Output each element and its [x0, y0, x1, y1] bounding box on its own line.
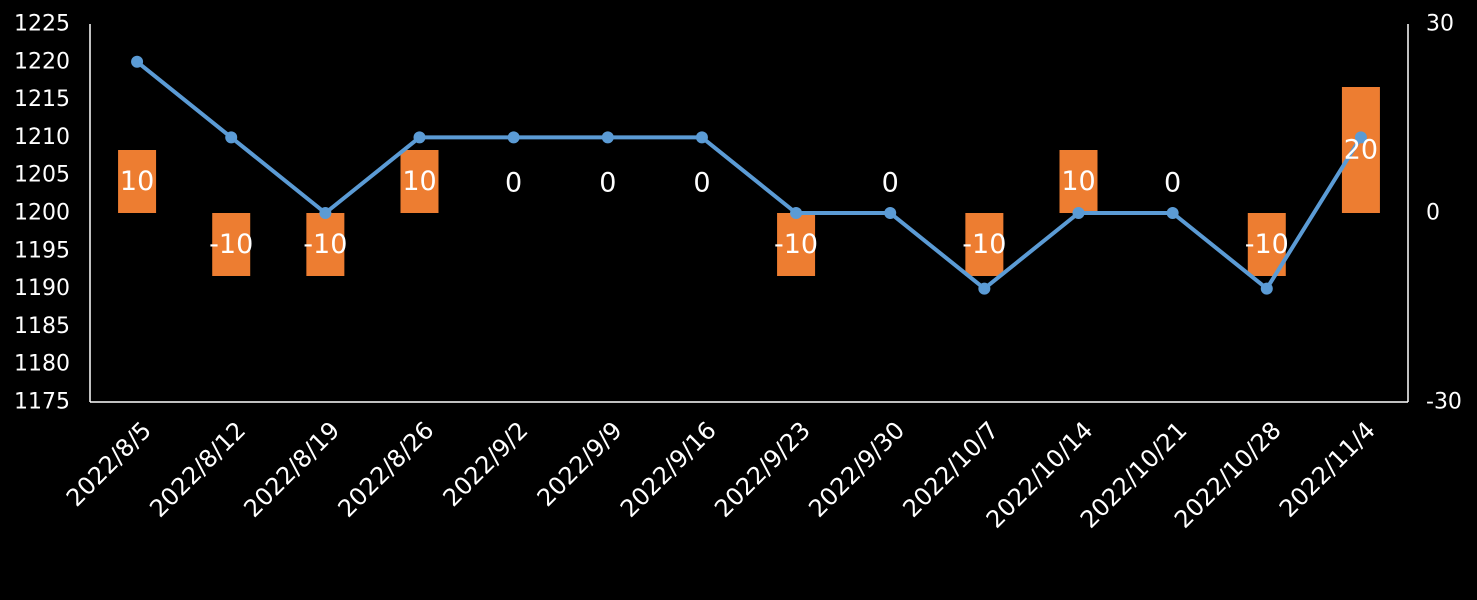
data-label: 10 — [120, 166, 154, 197]
data-label: 20 — [1344, 135, 1378, 166]
line-point — [319, 207, 332, 219]
line-point — [601, 131, 614, 144]
data-label: -10 — [209, 229, 253, 260]
y-tick-label-right: 30 — [1426, 12, 1454, 37]
data-label: 10 — [402, 166, 436, 197]
y-tick-label-left: 1205 — [14, 163, 70, 188]
y-tick-label-left: 1180 — [14, 352, 70, 377]
bar — [777, 213, 816, 276]
data-label: 0 — [693, 168, 710, 199]
series-line — [135, 59, 1363, 291]
line-point — [978, 282, 991, 295]
data-label: 0 — [882, 168, 899, 199]
y-tick-label-left: 1175 — [14, 390, 70, 415]
x-tick-label: 2022/9/9 — [532, 416, 628, 512]
y-tick-label-right: -30 — [1426, 390, 1462, 415]
data-label: -10 — [1245, 229, 1289, 260]
axes — [89, 24, 1409, 403]
x-tick-label: 2022/8/26 — [333, 416, 440, 523]
x-ticks: 2022/8/52022/8/122022/8/192022/8/262022/… — [61, 416, 1381, 534]
x-tick-label: 2022/8/5 — [61, 416, 157, 512]
line-point — [1166, 207, 1179, 219]
y-tick-label-left: 1210 — [14, 125, 70, 150]
line-point — [131, 55, 144, 68]
bar — [400, 150, 439, 213]
bar — [306, 213, 345, 276]
line-point — [1260, 282, 1273, 295]
x-tick-label: 2022/9/23 — [709, 416, 816, 523]
data-labels: 10 -10 -10 10 0 0 0 -10 0 -10 10 0 -10 20 — [120, 135, 1378, 261]
x-tick-label: 2022/11/4 — [1274, 416, 1381, 523]
y-tick-label-right: 0 — [1426, 201, 1440, 226]
bar — [1059, 150, 1098, 213]
y-tick-label-left: 1200 — [14, 201, 70, 226]
x-tick-label: 2022/9/2 — [438, 416, 534, 512]
y-tick-label-left: 1195 — [14, 238, 70, 263]
x-tick-label: 2022/8/12 — [144, 416, 251, 523]
data-label: -10 — [774, 229, 818, 260]
data-label: 0 — [505, 168, 522, 199]
y-tick-label-left: 1185 — [14, 314, 70, 339]
bar-series — [118, 87, 1380, 276]
bar — [965, 213, 1004, 276]
data-label: 0 — [599, 168, 616, 199]
x-tick-label: 2022/8/19 — [238, 416, 345, 523]
data-label: 0 — [1164, 168, 1181, 199]
line-point — [1072, 207, 1085, 219]
line-point — [413, 131, 426, 144]
line-point — [884, 207, 897, 219]
bar — [118, 150, 157, 213]
data-label: -10 — [303, 229, 347, 260]
right-y-ticks: 30 0 -30 — [1426, 12, 1462, 415]
line-point — [1354, 131, 1367, 144]
line-point — [790, 207, 803, 219]
data-label: -10 — [962, 229, 1006, 260]
y-tick-label-left: 1190 — [14, 276, 70, 301]
bar — [212, 213, 251, 276]
line-point — [507, 131, 520, 144]
y-tick-label-left: 1215 — [14, 87, 70, 112]
data-label: 10 — [1061, 166, 1095, 197]
y-tick-label-left: 1220 — [14, 49, 70, 74]
x-tick-label: 2022/9/30 — [803, 416, 910, 523]
bar — [1341, 87, 1380, 213]
line-point — [225, 131, 238, 144]
line-point — [695, 131, 708, 144]
left-y-ticks: 1225 1220 1215 1210 1205 1200 1195 1190 1185 1180… — [14, 12, 70, 415]
x-tick-label: 2022/9/16 — [615, 416, 722, 523]
line-series — [131, 55, 1367, 295]
y-tick-label-left: 1225 — [14, 12, 70, 37]
